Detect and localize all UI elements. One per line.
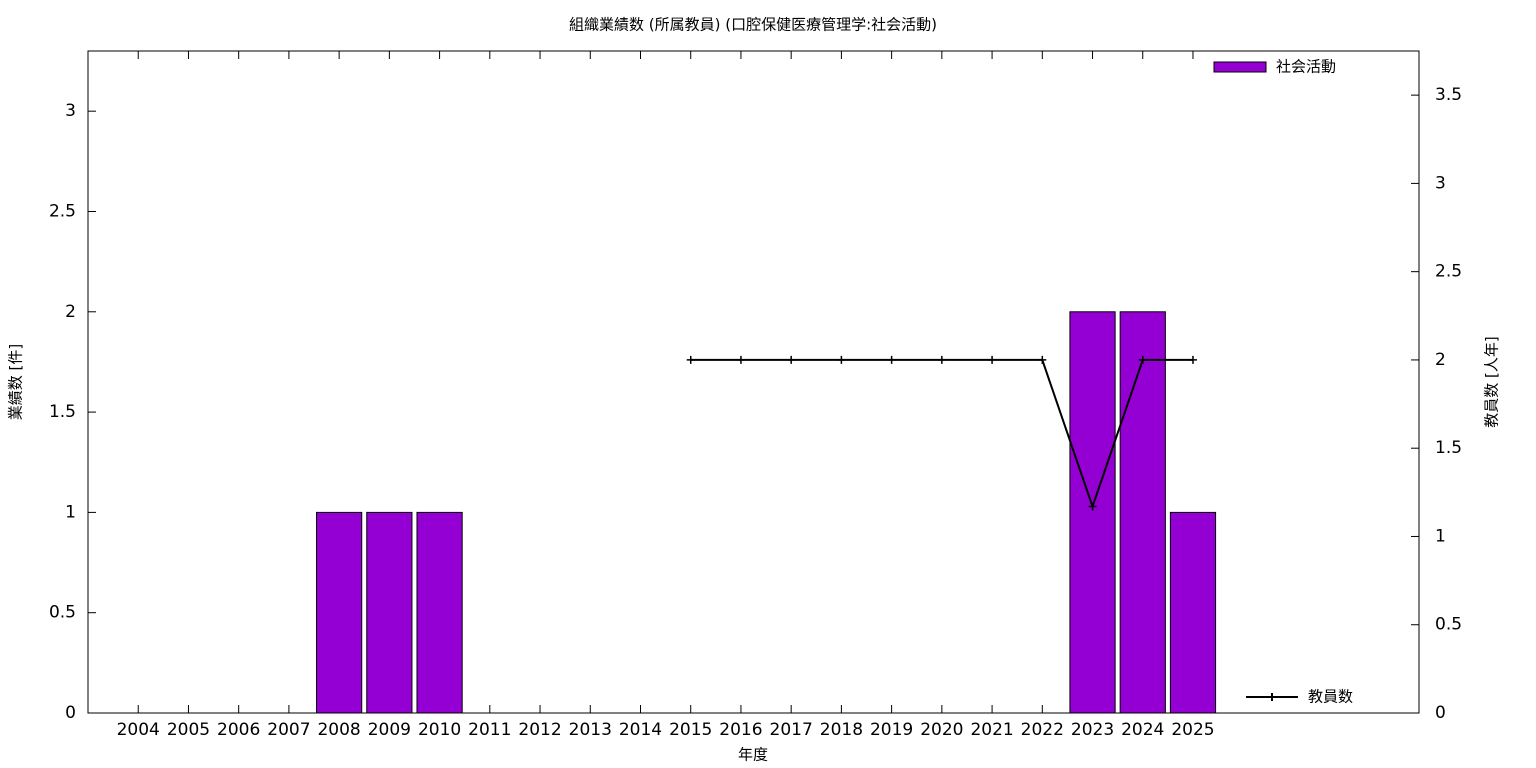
bar <box>1119 311 1166 714</box>
bar <box>416 511 463 714</box>
x-tick-label: 2018 <box>820 720 863 740</box>
y-axis-label: 業績数 [件] <box>7 344 25 420</box>
x-tick-label: 2004 <box>117 720 160 740</box>
y-tick-label: 3 <box>65 101 76 121</box>
bar <box>316 511 363 714</box>
y2-tick-label: 1 <box>1435 526 1446 546</box>
y-tick-label: 2.5 <box>49 201 76 221</box>
y2-tick-label: 3 <box>1435 173 1446 193</box>
x-tick-label: 2024 <box>1121 720 1164 740</box>
x-tick-label: 2025 <box>1171 720 1214 740</box>
point-marker <box>937 355 946 364</box>
point-marker <box>1088 502 1097 511</box>
x-tick-label: 2005 <box>167 720 210 740</box>
legend-label: 教員数 <box>1308 688 1353 706</box>
bar <box>1169 511 1217 714</box>
y2-axis-label: 教員数 [人年] <box>1483 336 1501 427</box>
point-marker <box>837 355 846 364</box>
x-tick-label: 2019 <box>870 720 913 740</box>
x-tick-label: 2012 <box>518 720 561 740</box>
legend-line <box>1246 693 1298 701</box>
x-tick-label: 2011 <box>468 720 511 740</box>
point-marker <box>1188 355 1197 364</box>
x-tick-label: 2010 <box>418 720 461 740</box>
point-marker <box>1038 355 1047 364</box>
y2-tick-label: 2.5 <box>1435 262 1462 282</box>
x-tick-label: 2022 <box>1021 720 1064 740</box>
x-tick-label: 2007 <box>267 720 310 740</box>
x-tick-label: 2008 <box>317 720 360 740</box>
point-marker <box>887 355 896 364</box>
y2-tick-label: 0.5 <box>1435 615 1462 635</box>
x-axis-label: 年度 <box>738 746 768 764</box>
x-tick-label: 2014 <box>619 720 662 740</box>
x-tick-label: 2006 <box>217 720 260 740</box>
x-tick-label: 2017 <box>770 720 813 740</box>
bar <box>366 511 413 714</box>
legend-label: 社会活動 <box>1276 58 1336 76</box>
bar <box>1069 311 1116 714</box>
x-tick-label: 2015 <box>669 720 712 740</box>
y2-tick-label: 2 <box>1435 350 1446 370</box>
y-tick-label: 0 <box>65 703 76 723</box>
point-marker <box>787 355 796 364</box>
x-tick-label: 2009 <box>368 720 411 740</box>
y2-tick-label: 3.5 <box>1435 85 1462 105</box>
legend-swatch <box>1213 61 1267 73</box>
point-marker <box>736 355 745 364</box>
y2-tick-label: 0 <box>1435 703 1446 723</box>
y-tick-label: 1 <box>65 502 76 522</box>
plot-frame <box>87 50 1420 714</box>
y-tick-label: 2 <box>65 302 76 322</box>
point-marker <box>988 355 997 364</box>
y-tick-label: 1.5 <box>49 402 76 422</box>
chart-title: 組織業績数 (所属教員) (口腔保健医療管理学:社会活動) <box>569 16 937 34</box>
y-tick-label: 0.5 <box>49 603 76 623</box>
point-marker <box>686 355 695 364</box>
x-tick-label: 2013 <box>569 720 612 740</box>
x-tick-label: 2021 <box>970 720 1013 740</box>
x-tick-label: 2016 <box>719 720 762 740</box>
point-marker <box>1138 355 1147 364</box>
x-tick-label: 2020 <box>920 720 963 740</box>
x-tick-label: 2023 <box>1071 720 1114 740</box>
y2-tick-label: 1.5 <box>1435 438 1462 458</box>
